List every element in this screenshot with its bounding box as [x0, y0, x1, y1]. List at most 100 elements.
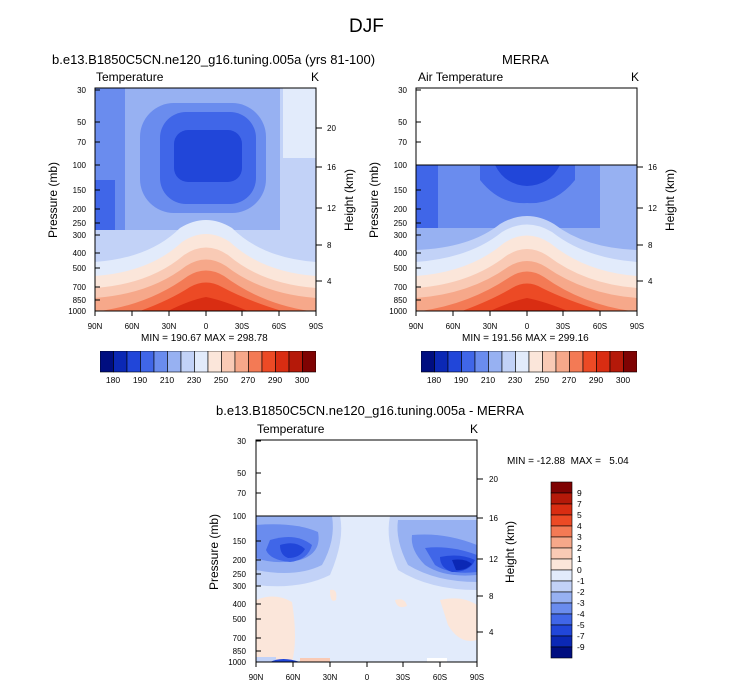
model-colorbar-label: 190 [133, 375, 147, 385]
obs-ytick: 250 [394, 219, 408, 228]
model-xtick: 60S [272, 322, 286, 331]
obs-xtick: 60S [593, 322, 607, 331]
model-colorbar-label: 270 [241, 375, 255, 385]
obs-colorbar-label: 290 [589, 375, 603, 385]
obs-variable-label: Air Temperature [418, 70, 504, 84]
diff-colorbar-label: 1 [577, 554, 582, 564]
model-colorbar-label: 230 [187, 375, 201, 385]
obs-xtick: 30S [556, 322, 570, 331]
diff-colorbar-swatch [550, 525, 573, 538]
model-ytick: 70 [77, 138, 86, 147]
obs-ytick: 1000 [389, 307, 407, 316]
diff-colorbar-label: 0 [577, 565, 582, 575]
diff-colorbar-swatch [550, 635, 573, 648]
diff-colorbar-swatch [550, 646, 573, 659]
obs-ytick: 300 [394, 231, 408, 240]
diff-ytick: 250 [233, 570, 247, 579]
diff-ytick: 700 [233, 634, 247, 643]
model-height-tick: 4 [327, 277, 332, 286]
diff-units-label: K [470, 422, 479, 436]
diff-ylabel: Pressure (mb) [207, 514, 221, 590]
diff-xtick: 0 [365, 673, 370, 682]
diff-colorbar-swatch [550, 624, 573, 637]
diff-height-tick: 20 [489, 475, 498, 484]
obs-colorbar-label: 190 [454, 375, 468, 385]
obs-xtick: 90S [630, 322, 644, 331]
diff-colorbar: 9 7 5 4 3 2 1 0 -1 -2 -3 -4 -5 -7 -9 [550, 481, 585, 659]
model-ytick: 200 [73, 205, 87, 214]
diff-xtick: 60S [433, 673, 447, 682]
obs-panel-title: MERRA [502, 52, 549, 67]
model-xtick: 90S [309, 322, 323, 331]
obs-colorbar-swatch [623, 351, 637, 373]
diff-ytick: 1000 [228, 658, 246, 667]
model-ytick: 100 [73, 161, 87, 170]
model-xtick: 30N [162, 322, 177, 331]
obs-xtick: 0 [525, 322, 530, 331]
diff-colorbar-label: 7 [577, 499, 582, 509]
obs-ytick: 150 [394, 186, 408, 195]
model-colorbar-label: 250 [214, 375, 228, 385]
model-height-tick: 8 [327, 241, 332, 250]
diff-height-tick: 4 [489, 628, 494, 637]
model-ylabel-right: Height (km) [342, 169, 356, 231]
model-ytick: 30 [77, 86, 86, 95]
diff-colorbar-label: 5 [577, 510, 582, 520]
model-xtick: 30S [235, 322, 249, 331]
diff-height-tick: 12 [489, 555, 498, 564]
model-height-tick: 20 [327, 124, 336, 133]
model-ytick: 1000 [68, 307, 86, 316]
obs-height-tick: 8 [648, 241, 653, 250]
obs-ytick: 700 [394, 283, 408, 292]
model-colorbar-label: 300 [295, 375, 309, 385]
obs-height-tick: 12 [648, 204, 657, 213]
diff-ytick: 850 [233, 647, 247, 656]
diff-ytick: 30 [237, 437, 246, 446]
diff-colorbar-swatch [550, 569, 573, 582]
obs-height-tick: 4 [648, 277, 653, 286]
diff-colorbar-swatch [550, 591, 573, 604]
model-units-label: K [311, 70, 320, 84]
diff-colorbar-swatch [550, 547, 573, 560]
model-xtick: 0 [204, 322, 209, 331]
model-pressure-ticks [95, 89, 100, 312]
obs-units-label: K [631, 70, 640, 84]
diff-colorbar-swatch [550, 514, 573, 527]
diff-colorbar-swatch [550, 492, 573, 505]
diff-xtick: 30N [323, 673, 338, 682]
obs-ytick: 50 [398, 118, 407, 127]
obs-ytick: 100 [394, 161, 408, 170]
diff-ytick: 70 [237, 489, 246, 498]
diff-xtick: 60N [286, 673, 301, 682]
diff-colorbar-label: 9 [577, 488, 582, 498]
model-colorbar-swatch [302, 351, 316, 373]
diff-colorbar-label: 4 [577, 521, 582, 531]
diff-colorbar-swatch [550, 481, 573, 494]
model-panel-title: b.e13.B1850C5CN.ne120_g16.tuning.005a (y… [52, 52, 376, 67]
obs-xtick: 90N [409, 322, 424, 331]
diff-ytick: 100 [233, 512, 247, 521]
diff-colorbar-label: -3 [577, 598, 585, 608]
diff-ylabel-right: Height (km) [503, 521, 517, 583]
obs-colorbar-label: 300 [616, 375, 630, 385]
obs-xtick: 60N [446, 322, 461, 331]
diff-xtick: 90S [470, 673, 484, 682]
obs-ytick: 850 [394, 296, 408, 305]
model-xtick: 90N [88, 322, 103, 331]
diff-colorbar-label: 2 [577, 543, 582, 553]
diff-ytick: 400 [233, 600, 247, 609]
diff-colorbar-label: -7 [577, 631, 585, 641]
diff-colorbar-label: 3 [577, 532, 582, 542]
model-ytick: 150 [73, 186, 87, 195]
diff-colorbar-swatch [550, 613, 573, 626]
model-minmax: MIN = 190.67 MAX = 298.78 [141, 333, 268, 344]
diff-ytick: 500 [233, 615, 247, 624]
model-ytick: 850 [73, 296, 87, 305]
diff-xtick: 30S [396, 673, 410, 682]
obs-ytick: 70 [398, 138, 407, 147]
model-variable-label: Temperature [96, 70, 164, 84]
diff-colorbar-label: -2 [577, 587, 585, 597]
